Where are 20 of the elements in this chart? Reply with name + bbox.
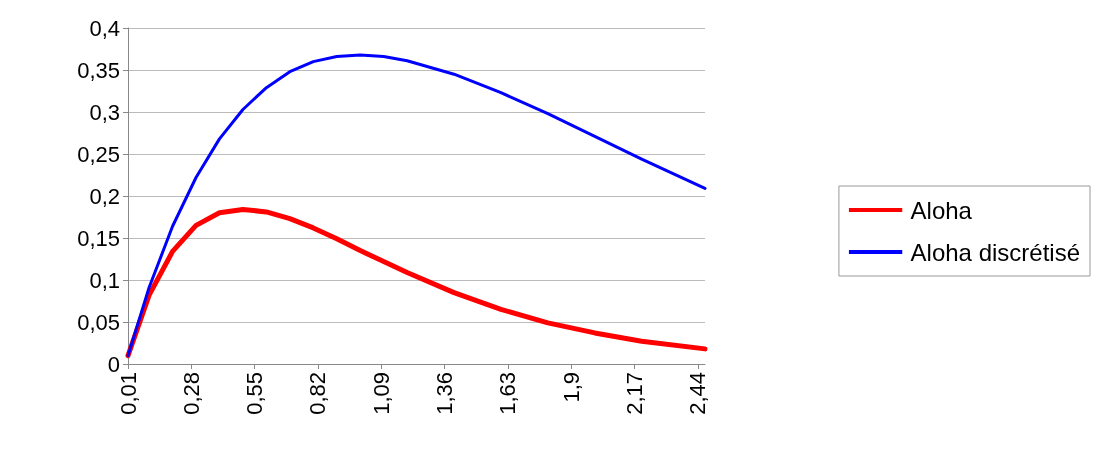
y-tick-label: 0,25	[77, 141, 120, 167]
x-tick-label: 1,09	[368, 372, 394, 415]
y-tick-label: 0,1	[89, 267, 120, 293]
legend-label: Aloha discrétisé	[910, 238, 1080, 266]
y-tick-label: 0,05	[77, 309, 120, 335]
x-tick-label: 0,28	[178, 372, 204, 415]
x-tick-label: 1,9	[558, 372, 584, 403]
x-tick-label: 2,17	[622, 372, 648, 415]
y-tick-label: 0,15	[77, 225, 120, 251]
x-tick-label: 1,63	[495, 372, 521, 415]
y-tick-label: 0,35	[77, 57, 120, 83]
line-series	[126, 53, 707, 358]
x-tick-label: 1,36	[432, 372, 458, 415]
legend-label: Aloha	[910, 196, 973, 224]
x-tick-label: 0,82	[305, 372, 331, 415]
x-tick-label: 0,55	[242, 372, 268, 415]
x-tick-label: 2,44	[685, 372, 711, 415]
y-tick-label: 0,4	[89, 15, 120, 41]
y-tick-label: 0,2	[89, 183, 120, 209]
y-tick-label: 0,3	[89, 99, 120, 125]
